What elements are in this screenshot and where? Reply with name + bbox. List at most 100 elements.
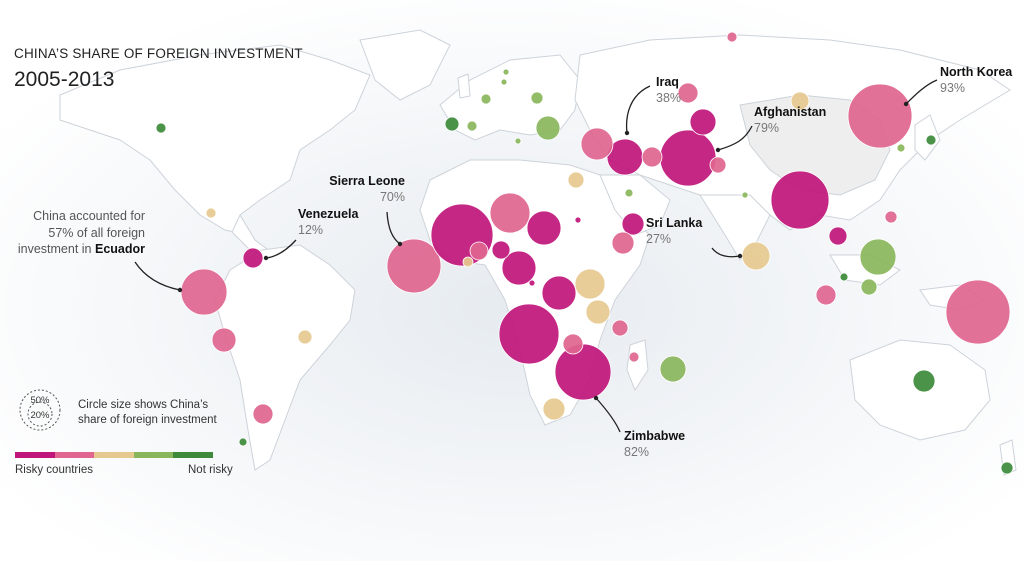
map-years: 2005-2013 (14, 68, 115, 91)
country-bubble (466, 120, 478, 132)
country-bubble (689, 108, 717, 136)
afghanistan-arrow-head (715, 147, 721, 153)
country-bubble (585, 299, 611, 325)
ecuador-note: China accounted for 57% of all foreign i… (0, 208, 145, 258)
legend-size-text: Circle size shows China’s share of forei… (78, 398, 217, 428)
country-bubble (554, 343, 612, 401)
sri-lanka-arrow (711, 247, 741, 258)
country-bubble (528, 279, 536, 287)
arabia-landmass (599, 174, 671, 236)
country-bubble (741, 241, 771, 271)
country-bubble (790, 91, 810, 111)
venezuela-arrow (265, 239, 297, 259)
zimbabwe-arrow-head (593, 395, 599, 401)
uk-landmass (457, 73, 471, 99)
country-bubble (912, 369, 936, 393)
sierra-leone-arrow (386, 211, 401, 245)
country-bubble (709, 156, 727, 174)
north-korea-arrow-head (903, 101, 909, 107)
country-bubble (1000, 461, 1014, 475)
sri-lanka-arrow-head (737, 253, 743, 259)
callout-venezuela-name: Venezuela (298, 207, 359, 221)
country-bubble (205, 207, 217, 219)
risk-swatch-3 (94, 452, 134, 458)
ecuador-arrow (134, 261, 181, 291)
ecuador-note-line-2: 57% of all foreign (48, 225, 145, 240)
callout-sierra-leone-value: 70% (379, 190, 405, 204)
country-bubble (530, 91, 544, 105)
callout-zimbabwe: Zimbabwe 82% (624, 428, 685, 460)
legend-size-outer-label: 50% (30, 395, 50, 406)
country-bubble (839, 272, 849, 282)
country-bubble (567, 171, 585, 189)
callout-sri-lanka: Sri Lanka 27% (646, 215, 702, 247)
country-bubble (491, 240, 511, 260)
country-bubble (815, 284, 837, 306)
venezuela-arrow-head (263, 255, 269, 261)
callout-sri-lanka-name: Sri Lanka (646, 216, 703, 230)
country-bubble (611, 319, 629, 337)
ecuador-note-country: Ecuador (94, 242, 145, 256)
country-bubble (859, 238, 897, 276)
country-bubble (514, 137, 522, 145)
country-bubble (574, 268, 606, 300)
country-bubble (741, 191, 749, 199)
callout-zimbabwe-value: 82% (624, 445, 650, 459)
country-bubble (180, 268, 228, 316)
country-bubble (945, 279, 1011, 345)
country-bubble (847, 83, 913, 149)
country-bubble (562, 333, 584, 355)
callout-iraq: Iraq 38% (656, 74, 681, 106)
country-bubble (155, 122, 167, 134)
country-bubble (498, 303, 560, 365)
callout-sri-lanka-value: 27% (646, 232, 672, 246)
risk-swatch-2 (54, 452, 94, 458)
afghanistan-arrow (717, 125, 753, 151)
country-bubble (659, 129, 717, 187)
country-bubble (489, 192, 531, 234)
risk-swatch-5 (173, 452, 213, 458)
map-title: CHINA’S SHARE OF FOREIGN INVESTMENT (14, 46, 303, 61)
callout-iraq-name: Iraq (656, 75, 679, 89)
country-bubble (659, 355, 687, 383)
country-bubble (624, 188, 634, 198)
country-bubble (574, 216, 582, 224)
callout-north-korea-name: North Korea (940, 65, 1013, 79)
legend-size-text-2: share of foreign investment (78, 414, 217, 426)
title-block: CHINA’S SHARE OF FOREIGN INVESTMENT 2005… (14, 46, 303, 92)
country-bubble (828, 226, 848, 246)
callout-zimbabwe-name: Zimbabwe (624, 429, 686, 443)
risk-swatch-1 (15, 452, 55, 458)
callout-north-korea-value: 93% (940, 81, 966, 95)
country-bubble (502, 68, 510, 76)
country-bubble (677, 82, 699, 104)
country-bubble (726, 31, 738, 43)
country-bubble (925, 134, 937, 146)
ecuador-note-line-1: China accounted for (33, 209, 145, 223)
callout-arrows (134, 79, 938, 433)
country-bubble (641, 146, 663, 168)
country-bubble (884, 210, 898, 224)
country-bubble (541, 275, 577, 311)
country-bubble (535, 115, 561, 141)
country-bubble (469, 241, 489, 261)
legend-safe-label: Not risky (188, 464, 233, 476)
risk-swatch-4 (133, 452, 173, 458)
legend-size-circles (19, 389, 61, 431)
iraq-arrow-head (624, 130, 630, 136)
country-bubble (542, 397, 566, 421)
country-bubble (621, 212, 645, 236)
callout-sierra-leone-name: Sierra Leone (329, 174, 405, 188)
country-bubble (628, 351, 640, 363)
callout-sierra-leone: Sierra Leone 70% (305, 173, 405, 205)
sierra-leone-arrow-head (397, 241, 403, 247)
callout-venezuela: Venezuela 12% (298, 206, 358, 238)
country-bubble (238, 437, 248, 447)
country-bubble (444, 116, 460, 132)
callout-north-korea: North Korea 93% (940, 64, 1012, 96)
callout-iraq-value: 38% (656, 91, 682, 105)
country-bubble (462, 256, 474, 268)
country-bubble (480, 93, 492, 105)
ecuador-note-prefix: investment in (17, 242, 95, 256)
